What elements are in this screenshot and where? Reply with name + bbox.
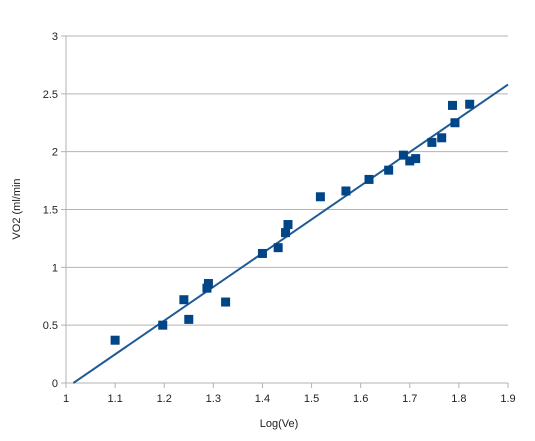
data-point xyxy=(341,186,351,196)
data-point xyxy=(158,320,168,330)
x-tick-label: 1.1 xyxy=(107,393,122,405)
x-tick-label: 1 xyxy=(63,393,69,405)
y-tick-label: 1 xyxy=(52,262,58,274)
trendline-layer xyxy=(72,83,509,384)
data-point xyxy=(257,248,267,258)
x-tick-label: 1.3 xyxy=(206,393,221,405)
data-point xyxy=(465,99,475,109)
data-point xyxy=(184,314,194,324)
data-point xyxy=(411,154,421,164)
data-point xyxy=(221,297,231,307)
data-point xyxy=(405,156,415,166)
data-point xyxy=(398,150,408,160)
y-tick-label: 0.5 xyxy=(43,320,58,332)
data-point xyxy=(448,100,458,110)
x-tick-label: 1.6 xyxy=(353,393,368,405)
x-tick-label: 1.4 xyxy=(255,393,270,405)
y-axis-title: VO2 (ml/min xyxy=(11,178,23,239)
y-tick-label: 2.5 xyxy=(43,89,58,101)
data-point xyxy=(315,192,325,202)
data-point xyxy=(281,228,291,238)
y-tick-label: 3 xyxy=(52,31,58,43)
data-point xyxy=(110,335,120,345)
data-point xyxy=(450,118,460,128)
data-point xyxy=(203,279,213,289)
axes xyxy=(61,35,509,388)
data-point xyxy=(179,295,189,305)
grid-lines xyxy=(66,35,508,384)
data-point xyxy=(437,133,447,143)
data-point xyxy=(202,283,212,293)
x-tick-label: 1.5 xyxy=(304,393,319,405)
x-tick-label: 1.9 xyxy=(500,393,515,405)
data-point xyxy=(283,220,293,230)
data-point xyxy=(384,165,394,175)
trendline xyxy=(72,83,509,384)
x-axis-title: Log(Ve) xyxy=(260,418,299,430)
data-points xyxy=(110,99,475,345)
data-point xyxy=(364,174,374,184)
data-point xyxy=(273,243,283,253)
y-tick-label: 1.5 xyxy=(43,205,58,217)
x-tick-label: 1.2 xyxy=(157,393,172,405)
x-tick-label: 1.7 xyxy=(402,393,417,405)
data-point xyxy=(427,137,437,147)
tick-labels: 0 0.5 1 1.5 2 2.5 3 1 1.1 1.2 1.3 1.4 1.5 1.6 1.7 1.8 1.… xyxy=(43,31,516,405)
x-tick-label: 1.8 xyxy=(451,393,466,405)
y-tick-label: 0 xyxy=(52,378,58,390)
y-tick-label: 2 xyxy=(52,147,58,159)
